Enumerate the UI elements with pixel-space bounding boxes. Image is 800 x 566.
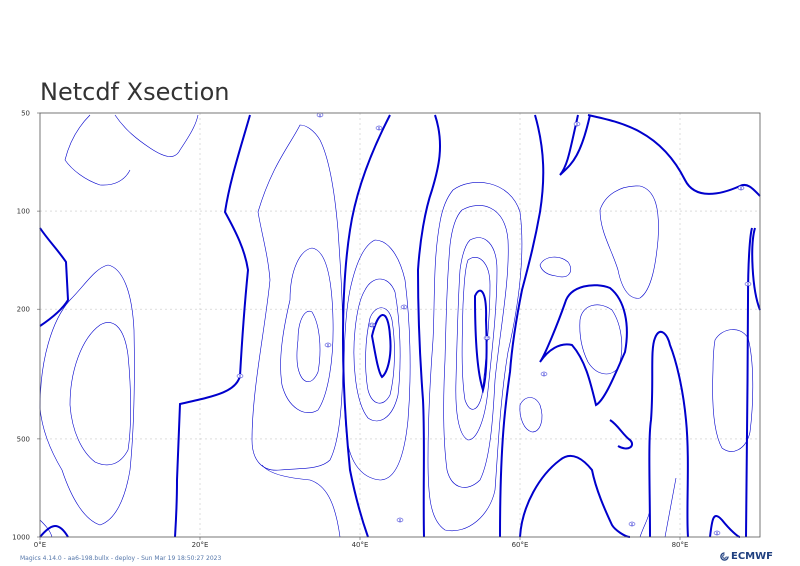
contour-line-major — [416, 114, 441, 538]
contour-line-minor — [280, 247, 334, 414]
chart-title: Netcdf Xsection — [40, 78, 230, 106]
y-tick-label: 500 — [17, 435, 30, 443]
contour-label-marker — [324, 342, 332, 348]
contour-line-major — [587, 114, 761, 197]
contour-line-major — [519, 454, 631, 538]
contour-line-minor — [639, 477, 677, 538]
contour-label: 0 — [399, 518, 402, 523]
contour-label-marker — [396, 517, 404, 523]
contour-line-major — [39, 525, 69, 538]
contour-line-minor — [64, 114, 199, 161]
contour-line-minor — [39, 264, 135, 526]
contour-line-major — [751, 227, 761, 311]
contour-line-minor — [343, 239, 411, 481]
contour-label-marker — [713, 530, 721, 536]
contour-line-minor — [251, 124, 344, 471]
contour-label: 0 — [747, 282, 750, 287]
contour-line-major — [559, 114, 591, 176]
contour-line-major — [39, 227, 70, 327]
contour-label: 0 — [378, 126, 381, 131]
contour-line-major — [648, 330, 689, 538]
grid-lines — [40, 113, 760, 537]
contour-label-marker — [483, 335, 491, 341]
contour-label-marker — [400, 304, 408, 310]
contour-label-marker — [573, 121, 581, 127]
contour-line-major — [174, 114, 251, 538]
x-tick-label: 80°E — [672, 541, 689, 549]
contour-line-major — [473, 289, 488, 394]
contour-line-minor — [64, 159, 131, 186]
contour-line-minor — [712, 329, 754, 452]
contour-label-marker — [236, 373, 244, 379]
contour-line-minor — [261, 464, 341, 538]
contour-label-marker — [737, 185, 745, 191]
x-tick-label: 60°E — [512, 541, 529, 549]
contour-line-major — [341, 114, 391, 538]
contour-line-minor — [539, 256, 571, 278]
contour-label: 10 — [370, 323, 375, 328]
ecmwf-logo-icon — [720, 552, 729, 561]
contour-label-marker — [368, 322, 376, 328]
contour-line-major — [745, 227, 753, 538]
contour-label: 0 — [576, 122, 579, 127]
contour-line-major — [609, 419, 634, 450]
contour-line-major — [370, 314, 392, 379]
contour-label: 0 — [239, 374, 242, 379]
contour-label: 0 — [543, 372, 546, 377]
x-tick-label: 20°E — [192, 541, 209, 549]
y-tick-label: 200 — [17, 306, 30, 314]
ecmwf-logo-text: ECMWF — [731, 551, 773, 562]
contour-labels: 0 0 0 0 0 0 0 0 0 0 0 0 10 12 — [236, 113, 752, 536]
contour-label: 0 — [631, 522, 634, 527]
contour-label: 0 — [740, 186, 743, 191]
contour-line-minor — [461, 256, 491, 410]
contour-line-minor — [427, 182, 523, 532]
contour-label: 12 — [485, 336, 490, 341]
footer-text: Magics 4.14.0 - aa6-198.bullx - deploy -… — [20, 555, 222, 562]
plot-frame — [39, 112, 761, 538]
contour-label: 0 — [403, 305, 406, 310]
y-tick-label: 100 — [17, 208, 30, 216]
contour-line-minor — [455, 237, 498, 441]
contour-line-minor — [443, 205, 509, 488]
contour-label-marker — [744, 281, 752, 287]
contour-line-minor — [599, 185, 659, 299]
contour-line-minor — [365, 307, 395, 404]
contour-label-marker — [628, 521, 636, 527]
contour-line-minor — [296, 310, 321, 382]
y-axis-ticks: 50 100 200 500 1000 — [12, 110, 40, 542]
contour-line-minor — [69, 322, 131, 466]
contour-line-major — [499, 114, 545, 538]
contour-label-marker — [375, 125, 383, 131]
contour-line-minor — [39, 519, 53, 538]
contour-line-major — [539, 284, 628, 407]
x-tick-label: 0°E — [34, 541, 46, 549]
contour-label: 0 — [327, 343, 330, 348]
y-tick-label: 50 — [21, 110, 30, 118]
x-axis-ticks: 0°E 20°E 40°E 60°E 80°E — [34, 537, 689, 549]
contour-line-minor — [519, 397, 543, 433]
contour-lines — [39, 114, 761, 538]
contour-line-major — [709, 515, 741, 538]
contour-label-marker — [540, 371, 548, 377]
contour-line-minor — [579, 304, 623, 375]
x-tick-label: 40°E — [352, 541, 369, 549]
y-tick-label: 1000 — [12, 534, 30, 542]
contour-label: 0 — [319, 113, 322, 118]
contour-label: 0 — [716, 531, 719, 536]
contour-line-minor — [353, 278, 401, 422]
